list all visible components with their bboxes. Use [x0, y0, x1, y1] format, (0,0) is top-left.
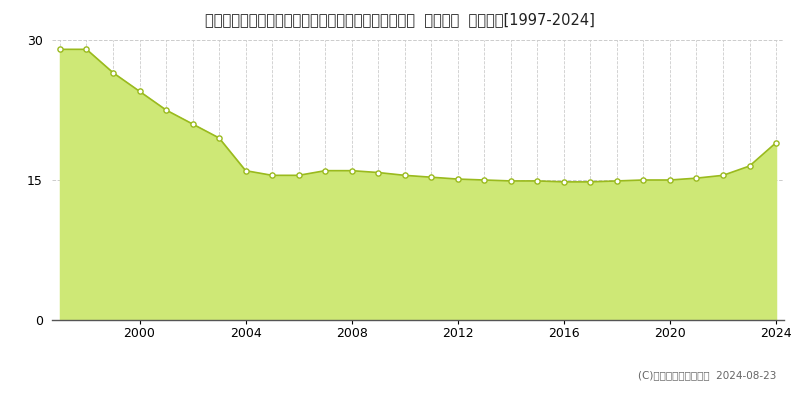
Point [213, 135, 226, 141]
Point [292, 172, 305, 178]
Point [770, 140, 782, 146]
Point [610, 178, 623, 184]
Point [398, 172, 411, 178]
Point [451, 176, 464, 182]
Point [106, 70, 119, 76]
Point [372, 169, 385, 176]
Point [478, 177, 490, 183]
Point [663, 177, 676, 183]
Point [743, 163, 756, 169]
Point [239, 168, 252, 174]
Point [584, 179, 597, 185]
Point [637, 177, 650, 183]
Text: 北海道札幌市厚別区厚別東５条２丁目１４番１９４外  地価公示  地価推移[1997-2024]: 北海道札幌市厚別区厚別東５条２丁目１４番１９４外 地価公示 地価推移[1997-… [205, 12, 595, 27]
Point [80, 46, 93, 52]
Point [54, 46, 66, 52]
Point [186, 121, 199, 127]
Point [690, 175, 703, 181]
Text: (C)土地価格ドットコム  2024-08-23: (C)土地価格ドットコム 2024-08-23 [638, 370, 776, 380]
Point [425, 174, 438, 180]
Point [531, 178, 544, 184]
Point [717, 172, 730, 178]
Point [505, 178, 518, 184]
Point [318, 168, 331, 174]
Point [558, 179, 570, 185]
Point [346, 168, 358, 174]
Point [160, 107, 173, 113]
Point [133, 88, 146, 94]
Point [266, 172, 278, 178]
